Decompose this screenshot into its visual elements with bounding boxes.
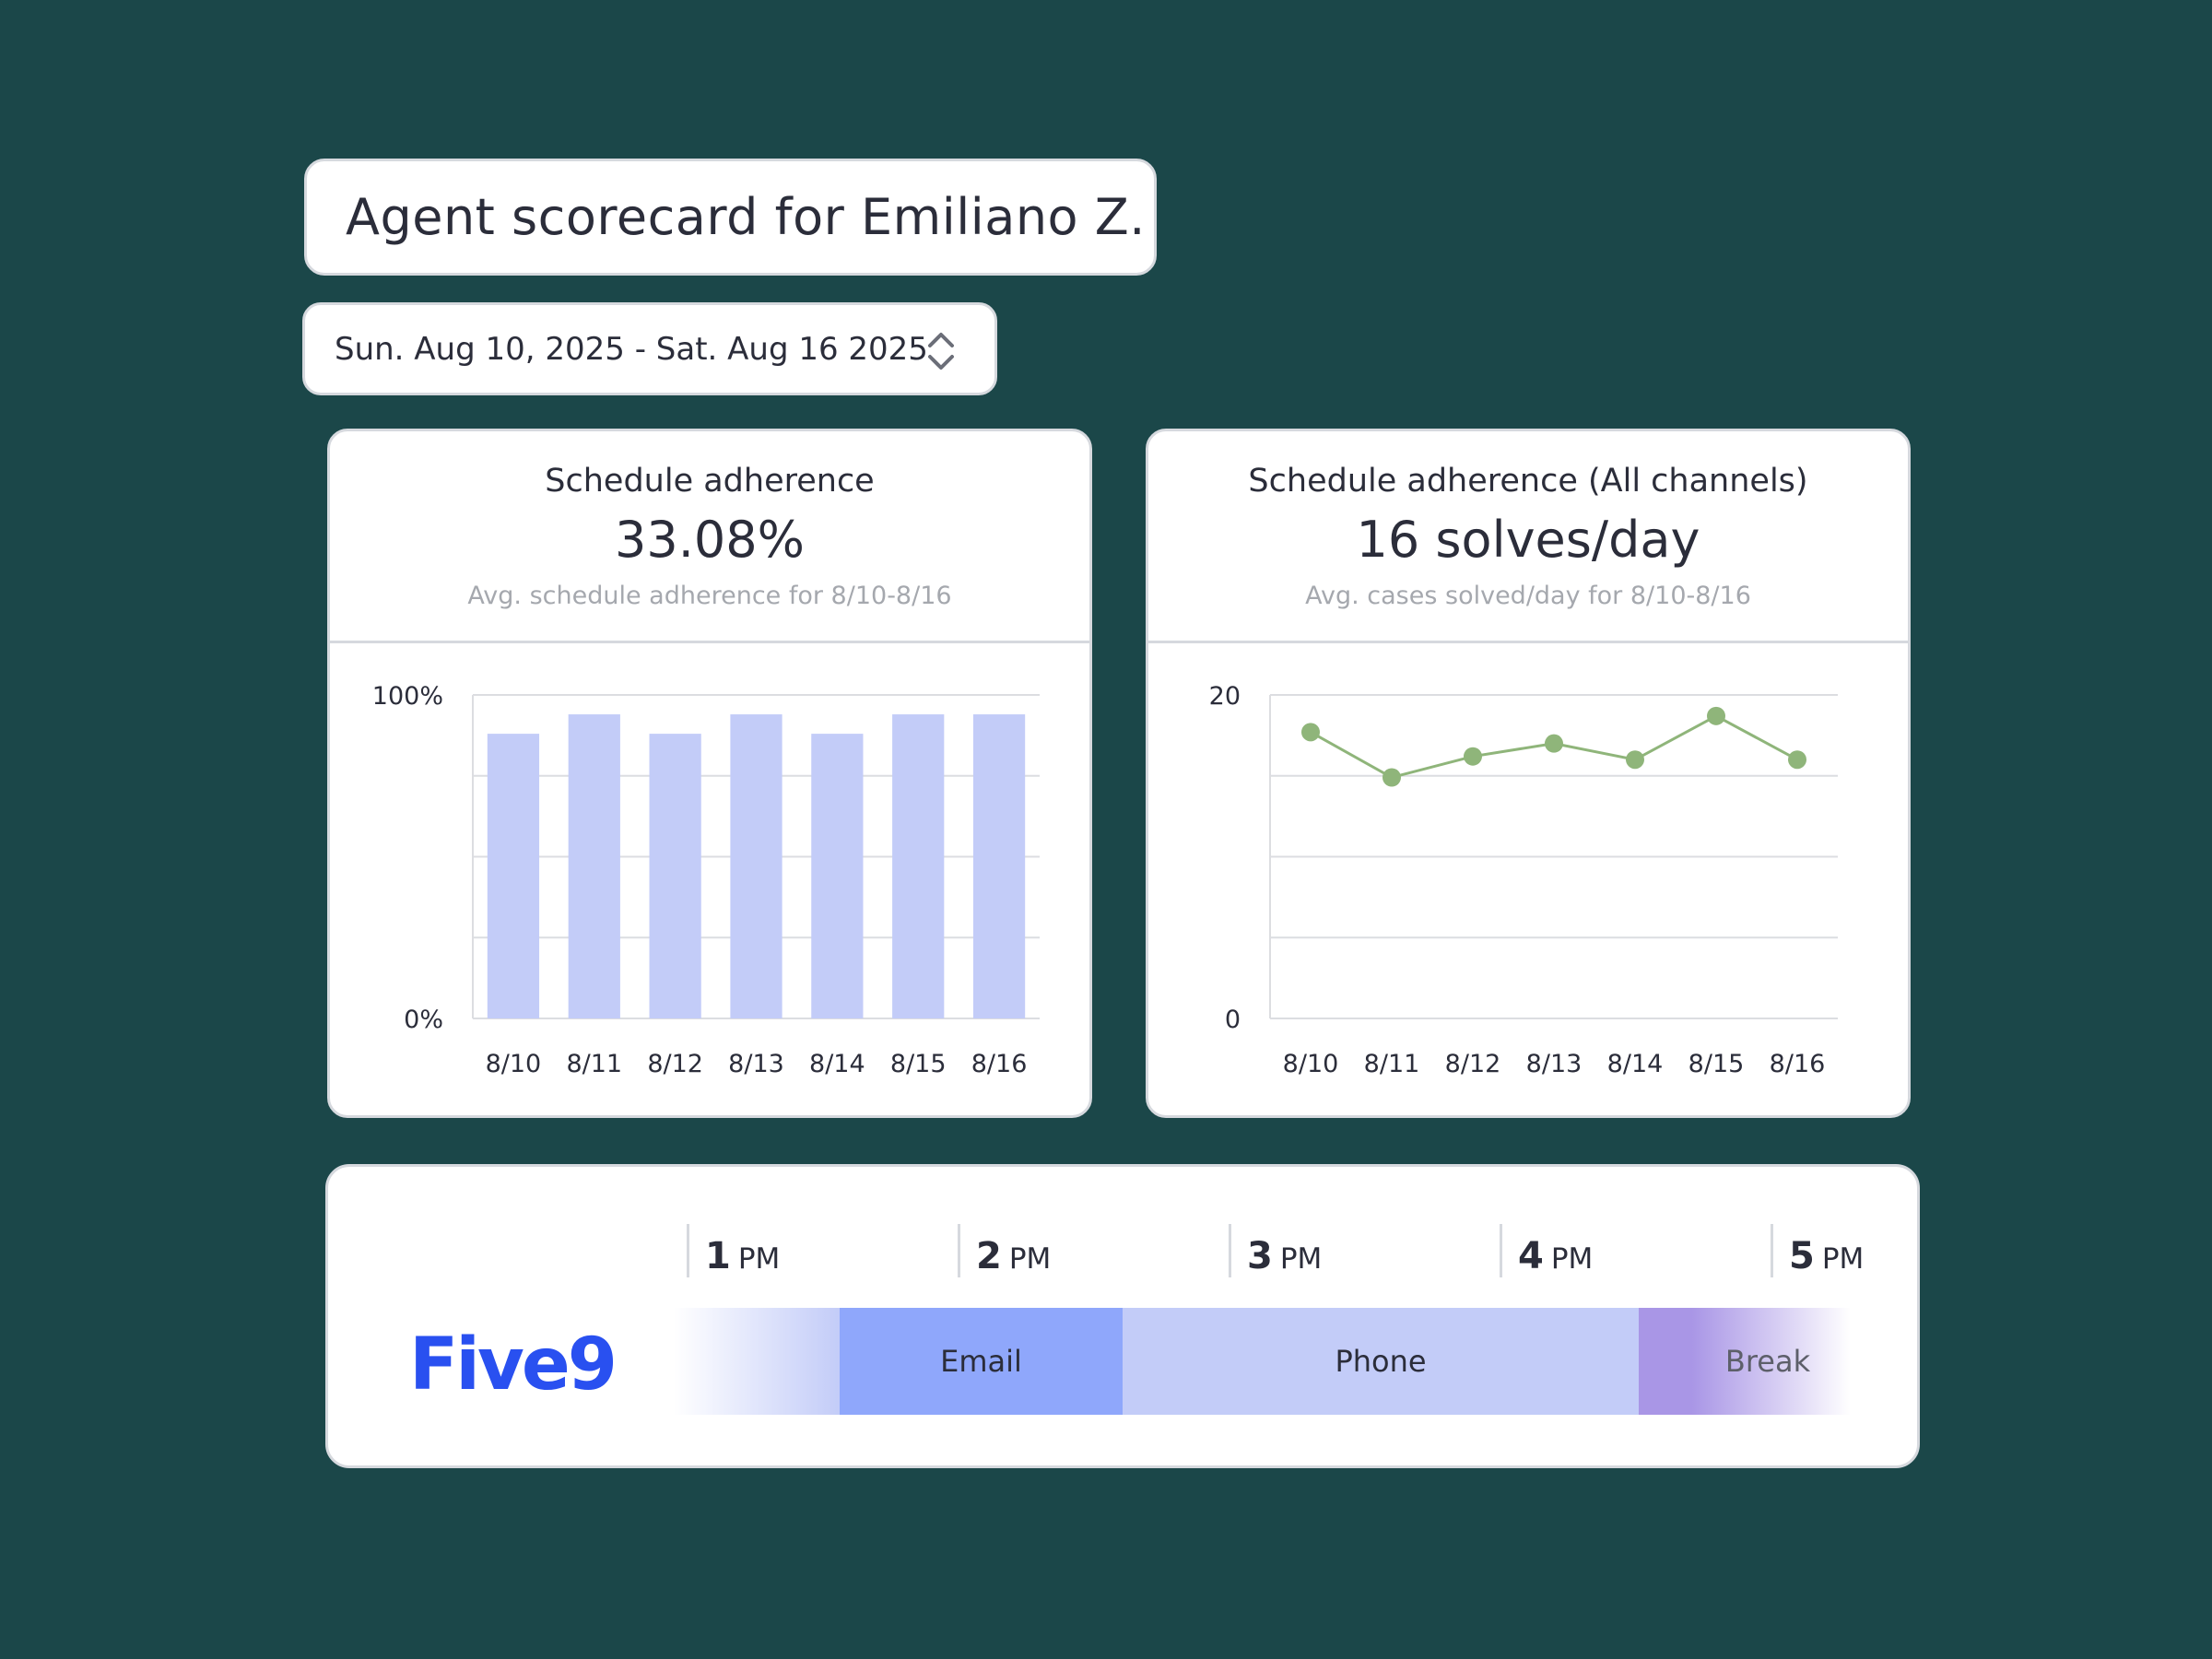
- x-tick-label: 8/15: [890, 1050, 947, 1078]
- y-tick-label-max: 20: [1209, 682, 1241, 711]
- timeline-segment-email[interactable]: Email: [840, 1308, 1123, 1415]
- data-point: [1301, 723, 1320, 742]
- adherence-card-subtitle: Avg. schedule adherence for 8/10-8/16: [467, 582, 952, 610]
- bar: [487, 734, 540, 1018]
- x-tick-label: 8/10: [1283, 1050, 1339, 1078]
- solves-card: Schedule adherence (All channels) 16 sol…: [1146, 429, 1911, 1118]
- x-tick-label: 8/13: [1526, 1050, 1583, 1078]
- bar: [892, 714, 945, 1018]
- hour-marker-5pm: 5 PM: [1771, 1224, 1864, 1277]
- bar: [568, 714, 620, 1018]
- solves-card-subtitle: Avg. cases solved/day for 8/10-8/16: [1305, 582, 1751, 610]
- hour-ampm: PM: [1279, 1242, 1323, 1276]
- data-point: [1707, 706, 1725, 725]
- bar: [730, 714, 782, 1018]
- hour-ampm: PM: [1821, 1242, 1865, 1276]
- adherence-card-header: Schedule adherence 33.08% Avg. schedule …: [330, 431, 1089, 643]
- solves-card-title: Schedule adherence (All channels): [1248, 463, 1808, 500]
- adherence-card-title: Schedule adherence: [545, 463, 875, 500]
- hour-ampm: PM: [1550, 1242, 1594, 1276]
- page-title: Agent scorecard for Emiliano Z.: [346, 188, 1146, 246]
- solves-card-value: 16 solves/day: [1356, 511, 1700, 569]
- x-tick-label: 8/12: [647, 1050, 703, 1078]
- data-point: [1464, 747, 1482, 766]
- bar: [811, 734, 864, 1018]
- hour-marker-2pm: 2 PM: [958, 1224, 1051, 1277]
- x-tick-label: 8/16: [1770, 1050, 1826, 1078]
- segment-label: Email: [940, 1344, 1022, 1379]
- solves-card-header: Schedule adherence (All channels) 16 sol…: [1148, 431, 1908, 643]
- hour-number: 1: [705, 1235, 731, 1277]
- timeline-segment-phone[interactable]: Phone: [1123, 1308, 1639, 1415]
- hour-marker-4pm: 4 PM: [1500, 1224, 1593, 1277]
- y-tick-label-max: 100%: [372, 682, 443, 711]
- segment-label: Break: [1724, 1344, 1811, 1379]
- x-tick-label: 8/16: [971, 1050, 1028, 1078]
- hour-marker-1pm: 1 PM: [687, 1224, 780, 1277]
- hour-number: 2: [976, 1235, 1002, 1277]
- hour-ampm: PM: [737, 1242, 781, 1276]
- data-point: [1626, 750, 1644, 770]
- activity-timeline: Email Phone Break: [674, 1308, 1913, 1415]
- x-tick-label: 8/11: [566, 1050, 622, 1078]
- hour-marker-3pm: 3 PM: [1229, 1224, 1322, 1277]
- solves-line-chart: 20 0 8/10 8/11 8/12 8/13 8/14 8/15 8/16: [1209, 682, 1838, 1078]
- data-point: [1788, 750, 1806, 770]
- bar: [972, 714, 1026, 1018]
- up-down-chevron-icon[interactable]: [923, 325, 959, 377]
- data-point: [1382, 768, 1401, 787]
- scorecard-title: Agent scorecard for Emiliano Z.: [304, 159, 1157, 276]
- x-tick-label: 8/13: [728, 1050, 784, 1078]
- segment-label: Phone: [1335, 1344, 1427, 1379]
- y-tick-label-min: 0: [1225, 1006, 1241, 1034]
- x-tick-label: 8/10: [486, 1050, 542, 1078]
- y-tick-label-min: 0%: [404, 1006, 443, 1034]
- hour-number: 4: [1518, 1235, 1544, 1277]
- x-tick-label: 8/11: [1364, 1050, 1420, 1078]
- bar: [649, 734, 701, 1018]
- hour-number: 3: [1247, 1235, 1273, 1277]
- data-point: [1545, 734, 1563, 753]
- adherence-bar-chart: 100% 0% 8/10 8/11 8/12 8/13 8/14 8/15 8/16: [372, 682, 1040, 1078]
- hour-ampm: PM: [1008, 1242, 1052, 1276]
- hour-number: 5: [1789, 1235, 1815, 1277]
- adherence-card-value: 33.08%: [615, 511, 805, 569]
- x-tick-label: 8/15: [1688, 1050, 1745, 1078]
- date-range-label: Sun. Aug 10, 2025 - Sat. Aug 16 2025: [335, 330, 928, 368]
- date-range-selector[interactable]: Sun. Aug 10, 2025 - Sat. Aug 16 2025: [302, 302, 997, 395]
- five9-logo: Five9: [409, 1324, 618, 1406]
- x-tick-label: 8/14: [809, 1050, 865, 1078]
- schedule-timeline-card: Five9 1 PM 2 PM 3 PM 4 PM 5 PM Email Pho…: [325, 1164, 1920, 1468]
- x-tick-label: 8/14: [1607, 1050, 1664, 1078]
- timeline-segment-phone-lead[interactable]: [674, 1308, 840, 1415]
- schedule-adherence-card: Schedule adherence 33.08% Avg. schedule …: [327, 429, 1092, 1118]
- timeline-segment-break[interactable]: Break: [1639, 1308, 1851, 1415]
- x-tick-label: 8/12: [1445, 1050, 1501, 1078]
